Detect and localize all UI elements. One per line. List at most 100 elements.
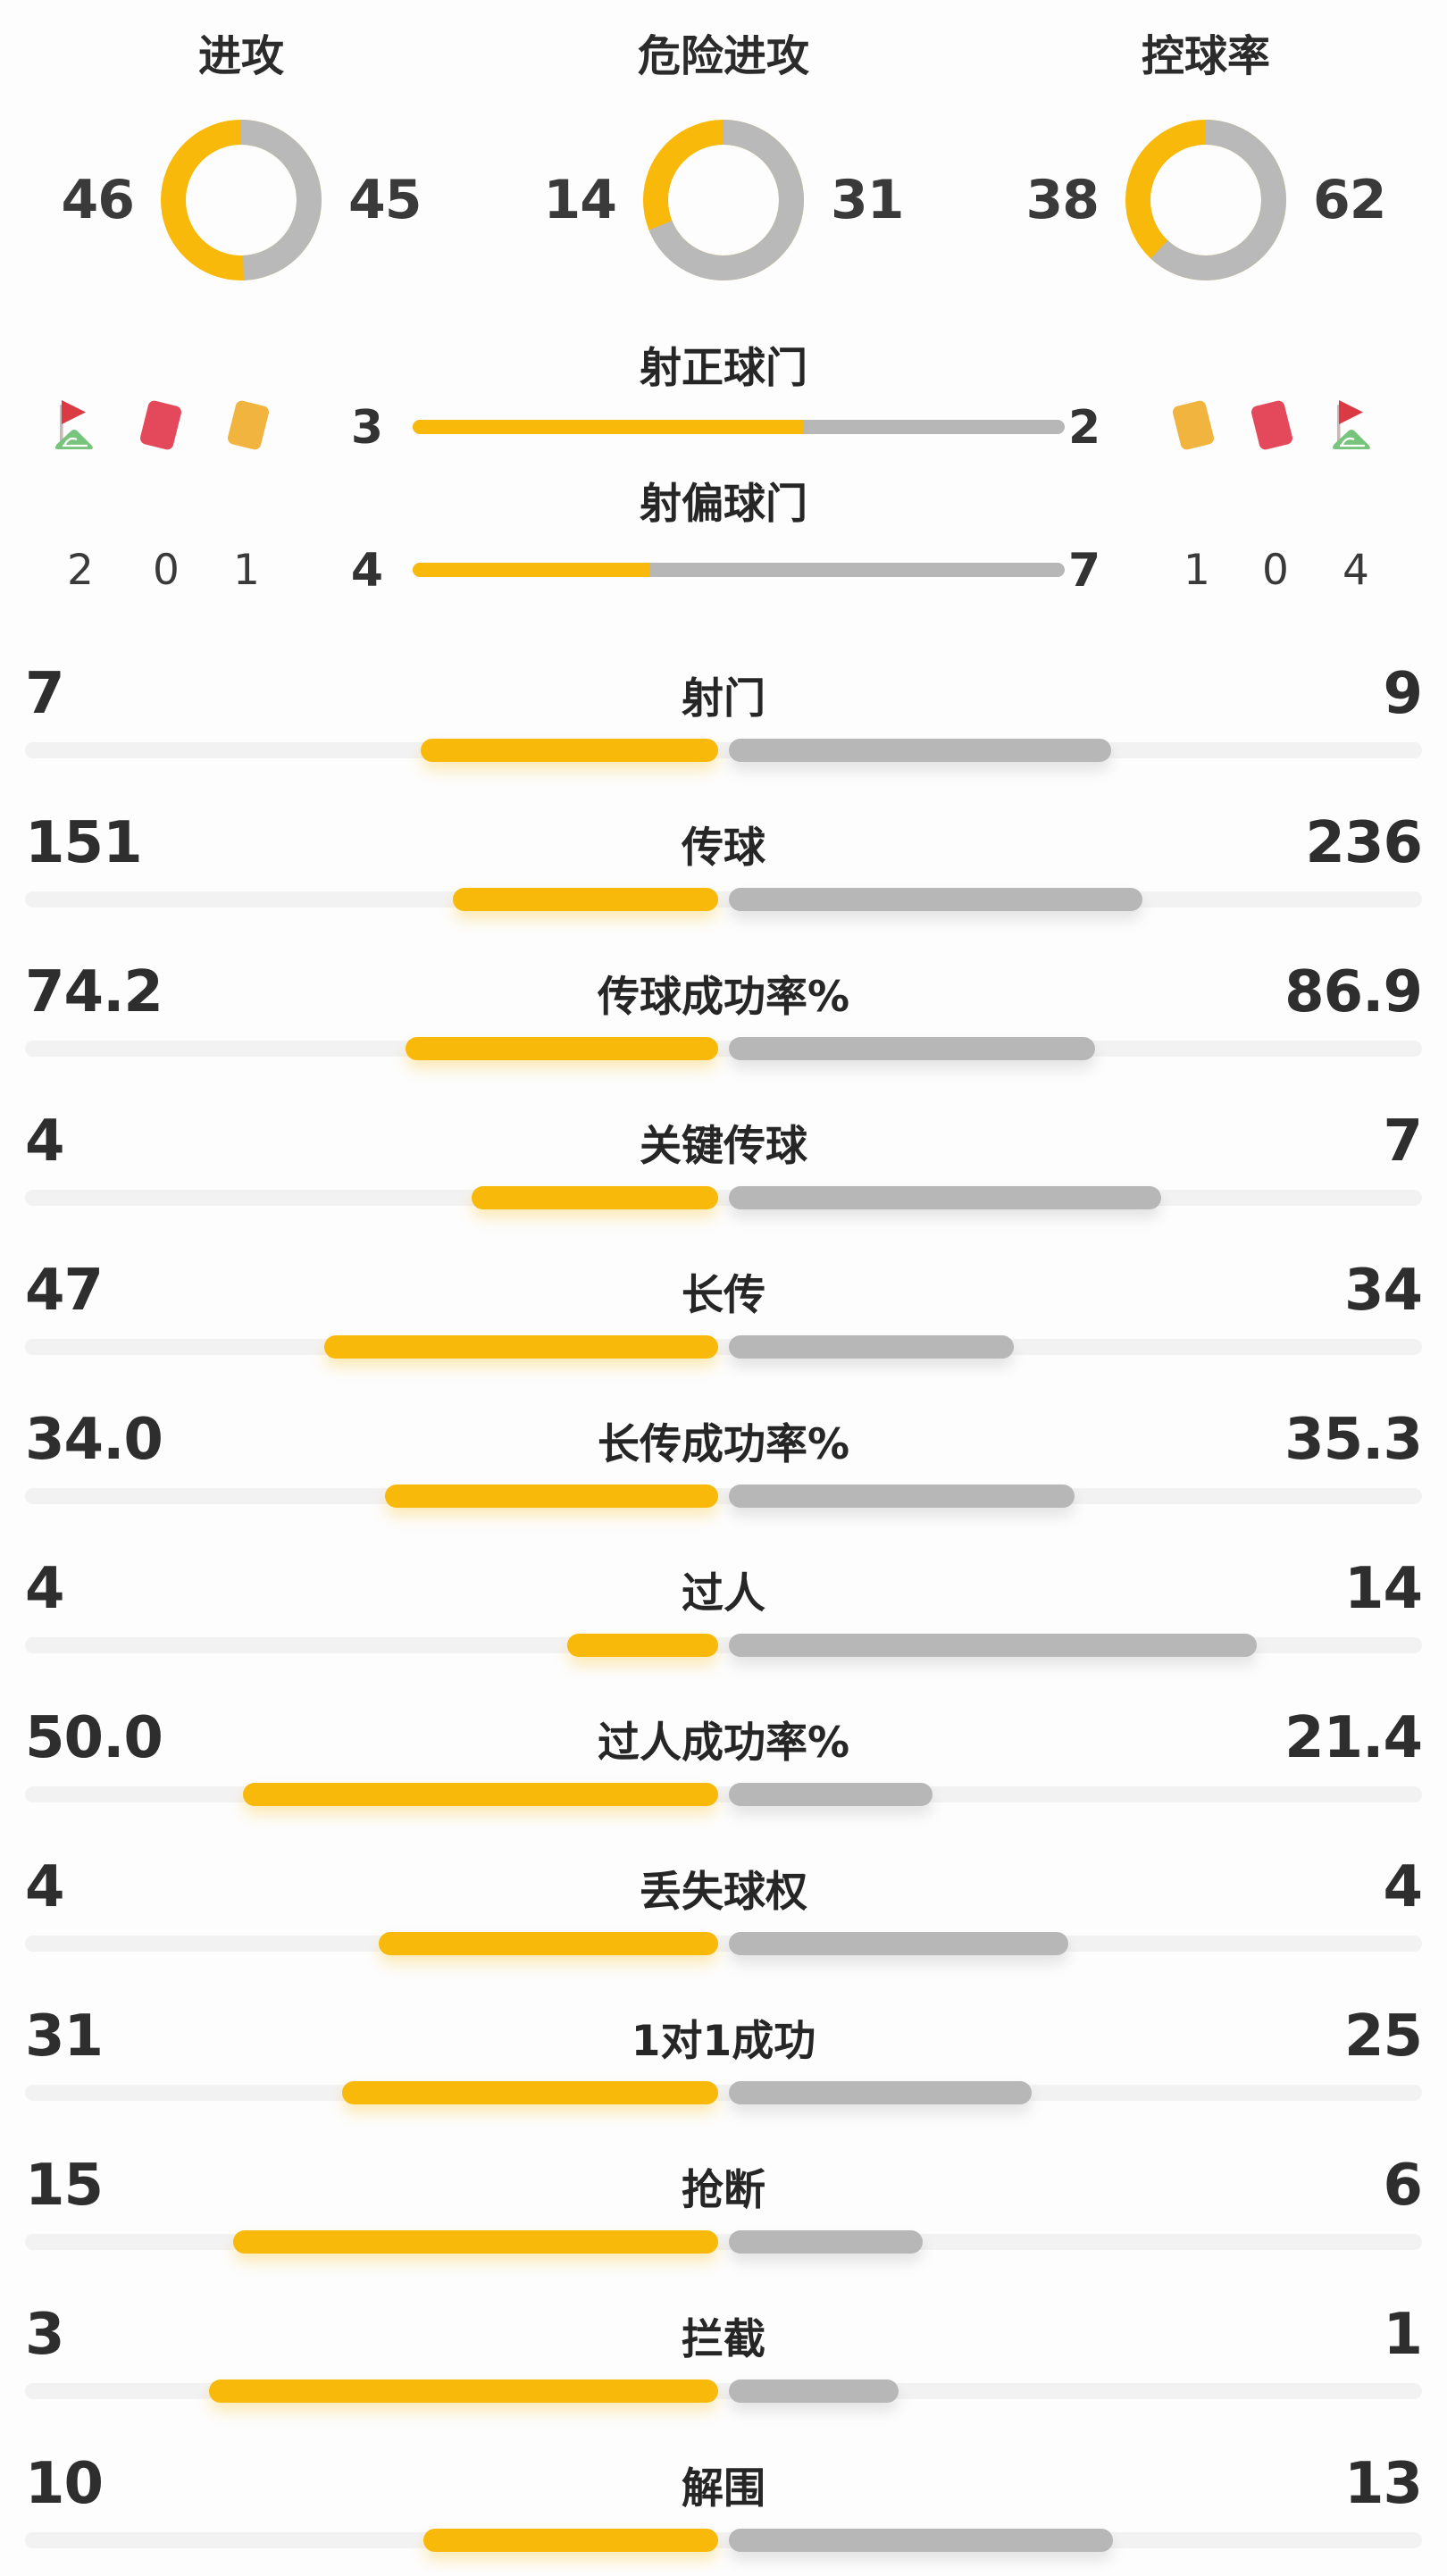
home-bar <box>233 2230 718 2254</box>
donut-charts-row: 进攻 46 45 危险进攻 14 31 控球率 <box>0 0 1447 280</box>
home-bar <box>379 1932 718 1955</box>
possession-donut-chart <box>1125 120 1286 280</box>
stat-bar-track <box>25 1932 1422 1955</box>
stat-label: 射门 <box>682 673 765 723</box>
dangerous-attack-donut-chart <box>643 120 804 280</box>
stat-label: 长传 <box>682 1270 765 1320</box>
shots-off-target-home-fill <box>413 563 650 577</box>
away-value: 236 <box>1305 810 1423 876</box>
stat-bar-track <box>25 888 1422 911</box>
stat-label: 丢失球权 <box>640 1867 807 1917</box>
shots-on-target-away-value: 2 <box>1068 401 1100 455</box>
home-bar <box>209 2379 718 2403</box>
away-bar <box>729 1932 1068 1955</box>
away-value: 6 <box>1383 2153 1423 2219</box>
away-value: 21.4 <box>1284 1705 1423 1771</box>
stat-label: 过人 <box>682 1568 765 1618</box>
stat-bar-track <box>25 2230 1422 2254</box>
away-bar <box>729 1335 1014 1359</box>
away-value: 86.9 <box>1284 959 1423 1025</box>
yellow-card-icon <box>225 397 272 453</box>
shots-off-target-away-value: 7 <box>1068 544 1100 598</box>
stat-label: 解围 <box>682 2463 765 2513</box>
stat-row: 过人成功率% 50.0 21.4 <box>0 1674 1447 1823</box>
stat-rows-list: 射门 7 9 传球 151 236 传球成功率% 74.2 86.9 <box>0 630 1447 2569</box>
away-value: 35.3 <box>1284 1407 1423 1473</box>
stat-bar-track <box>25 1335 1422 1359</box>
stat-label: 传球成功率% <box>597 972 850 1022</box>
home-bar <box>342 2081 718 2104</box>
away-bar <box>729 2529 1113 2552</box>
away-yellow-card-count: 1 <box>1184 546 1210 595</box>
shots-on-target-home-value: 3 <box>350 401 383 455</box>
home-bar <box>423 2529 718 2552</box>
home-bar <box>567 1634 718 1657</box>
home-yellow-card-count: 1 <box>233 546 260 595</box>
stat-row: 射门 7 9 <box>0 630 1447 779</box>
away-bar <box>729 1037 1095 1060</box>
yellow-card-icon <box>1170 397 1217 453</box>
stat-label: 传球 <box>682 823 765 873</box>
home-value: 15 <box>25 2153 104 2219</box>
away-corner-count: 4 <box>1342 546 1369 595</box>
attack-away-value: 45 <box>348 169 422 231</box>
away-value: 4 <box>1383 1854 1423 1920</box>
home-bar <box>421 739 718 762</box>
stat-row: 传球成功率% 74.2 86.9 <box>0 928 1447 1077</box>
away-value: 14 <box>1343 1556 1423 1622</box>
home-value: 7 <box>25 661 65 727</box>
home-red-card-count: 0 <box>153 546 180 595</box>
shots-discipline-section: 射正球门 3 2 射偏球门 4 7 <box>0 335 1447 630</box>
shots-on-target-home-fill <box>413 420 804 434</box>
shots-on-target-bar <box>413 420 1065 434</box>
shots-off-target-bar <box>413 563 1065 577</box>
away-bar <box>729 2379 899 2403</box>
away-value: 25 <box>1343 2003 1423 2070</box>
home-discipline-icons <box>50 397 272 453</box>
shots-on-target-title: 射正球门 <box>640 344 807 393</box>
donut-title-dangerous-attack: 危险进攻 <box>637 31 809 81</box>
home-bar <box>385 1485 718 1508</box>
home-bar <box>453 888 718 911</box>
attack-home-value: 46 <box>61 169 136 231</box>
home-bar <box>324 1335 718 1359</box>
donut-possession: 控球率 38 62 <box>965 25 1447 280</box>
away-bar <box>729 1783 933 1806</box>
donut-title-attack: 进攻 <box>197 31 284 81</box>
stat-row: 1对1成功 31 25 <box>0 1972 1447 2121</box>
away-value: 34 <box>1343 1258 1423 1324</box>
dangerous-attack-home-value: 14 <box>543 169 618 231</box>
stat-row: 解围 10 13 <box>0 2420 1447 2569</box>
stat-row: 拦截 3 1 <box>0 2271 1447 2420</box>
away-value: 7 <box>1383 1108 1423 1175</box>
away-bar <box>729 2230 923 2254</box>
stat-bar-track <box>25 1783 1422 1806</box>
home-value: 3 <box>25 2302 65 2368</box>
home-value: 31 <box>25 2003 104 2070</box>
stat-row: 长传 47 34 <box>0 1226 1447 1376</box>
possession-home-value: 38 <box>1025 169 1100 231</box>
stat-label: 过人成功率% <box>597 1718 850 1768</box>
home-value: 151 <box>25 810 143 876</box>
shots-off-target-home-value: 4 <box>350 544 383 598</box>
home-bar <box>472 1186 718 1209</box>
home-bar <box>406 1037 718 1060</box>
away-bar <box>729 2081 1032 2104</box>
stat-label: 长传成功率% <box>597 1419 850 1469</box>
home-value: 4 <box>25 1854 65 1920</box>
away-bar <box>729 1634 1257 1657</box>
stat-row: 过人 4 14 <box>0 1525 1447 1674</box>
stat-label: 关键传球 <box>640 1121 807 1171</box>
home-corner-count: 2 <box>67 546 94 595</box>
stat-bar-track <box>25 1186 1422 1209</box>
stat-row: 丢失球权 4 4 <box>0 1823 1447 1972</box>
away-bar <box>729 1485 1075 1508</box>
home-bar <box>243 1783 718 1806</box>
home-value: 4 <box>25 1108 65 1175</box>
corner-flag-icon <box>50 397 96 453</box>
stat-label: 拦截 <box>682 2314 765 2364</box>
stat-label: 抢断 <box>682 2165 765 2215</box>
away-value: 9 <box>1383 661 1423 727</box>
red-card-icon <box>1249 397 1295 453</box>
